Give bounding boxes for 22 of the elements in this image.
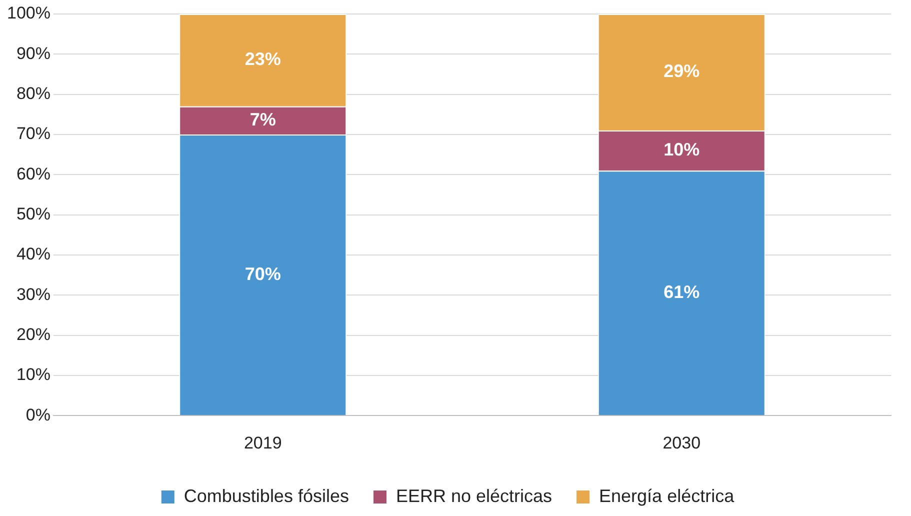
y-tick-label: 0% — [26, 405, 50, 424]
data-label: 23% — [244, 49, 281, 70]
y-tick-label: 50% — [16, 204, 50, 224]
data-label: 70% — [244, 264, 281, 284]
y-tick-label: 30% — [16, 284, 50, 304]
y-tick-label: 100% — [6, 4, 50, 23]
y-tick-label: 90% — [16, 44, 50, 63]
y-tick-label: 40% — [16, 244, 50, 264]
data-label: 7% — [250, 109, 276, 130]
data-label: 61% — [664, 282, 700, 302]
y-tick-label: 20% — [16, 324, 50, 344]
y-tick-label: 10% — [16, 365, 50, 384]
y-tick-label: 70% — [16, 124, 50, 144]
legend-label: Energía eléctrica — [599, 486, 736, 506]
legend-label: EERR no eléctricas — [396, 486, 552, 506]
data-label: 10% — [664, 140, 700, 160]
y-tick-label: 80% — [16, 84, 50, 104]
x-tick-label: 2030 — [662, 433, 701, 452]
data-label: 29% — [664, 61, 700, 82]
x-tick-label: 2019 — [244, 433, 282, 452]
legend-label: Combustibles fósiles — [184, 486, 349, 506]
y-tick-label: 60% — [16, 164, 50, 184]
